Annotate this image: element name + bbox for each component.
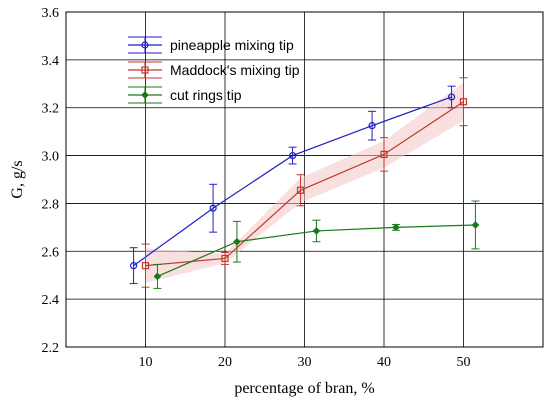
tick-labels: 10 20 30 40 50 2.2 2.4 2.6 2.8 3.0 3.2 3.4 3.6 xyxy=(42,6,471,370)
data-point xyxy=(209,204,217,212)
data-point xyxy=(233,237,241,246)
data-point xyxy=(221,254,229,263)
error-bar xyxy=(209,183,218,233)
data-point xyxy=(141,262,150,270)
error-bar xyxy=(380,137,388,172)
error-bands xyxy=(145,82,464,283)
data-point xyxy=(471,221,480,229)
data-point xyxy=(368,122,376,130)
y-axis-title: G, g/s xyxy=(9,160,26,198)
legend-marker xyxy=(141,91,149,99)
data-point xyxy=(153,272,162,281)
x-axis-title: percentage of bran, % xyxy=(234,380,374,397)
error-bar xyxy=(296,174,305,207)
data-point xyxy=(296,186,305,194)
plot-frame xyxy=(65,11,544,348)
legend-item: Maddock's mixing tip xyxy=(128,61,300,79)
data-point xyxy=(447,93,456,101)
y-tick-label: 3.4 xyxy=(42,54,60,69)
y-tick-label: 3.0 xyxy=(42,150,60,165)
legend: pineapple mixing tip Maddock's mixing tip… xyxy=(128,36,300,104)
error-bar xyxy=(459,77,468,127)
x-tick-label: 50 xyxy=(457,355,471,370)
legend-item: cut rings tip xyxy=(128,86,242,104)
legend-label: cut rings tip xyxy=(170,87,242,103)
legend-marker xyxy=(141,66,149,74)
error-bar xyxy=(368,110,377,141)
series-1 xyxy=(129,85,456,285)
data-point xyxy=(312,227,321,235)
series-line xyxy=(133,96,452,267)
y-tick-label: 3.6 xyxy=(42,6,60,21)
error-band xyxy=(145,82,464,283)
data-point xyxy=(392,223,400,232)
error-bar xyxy=(129,247,138,285)
y-tick-label: 2.4 xyxy=(42,293,60,308)
error-bar xyxy=(141,243,150,288)
legend-label: Maddock's mixing tip xyxy=(170,62,300,78)
series-3 xyxy=(153,200,480,289)
x-tick-label: 10 xyxy=(139,355,153,370)
error-bar xyxy=(288,146,297,165)
data-point xyxy=(380,150,388,158)
data-point xyxy=(459,98,468,106)
x-tick-label: 30 xyxy=(298,355,312,370)
error-bar xyxy=(221,251,229,265)
data-point xyxy=(129,262,138,270)
series-layer xyxy=(129,77,480,289)
x-tick-label: 40 xyxy=(377,355,391,370)
legend-marker xyxy=(141,41,149,49)
data-point xyxy=(288,151,297,160)
legend-label: pineapple mixing tip xyxy=(170,37,294,53)
y-tick-label: 2.6 xyxy=(42,245,60,260)
x-tick-label: 20 xyxy=(218,355,232,370)
y-tick-label: 2.2 xyxy=(42,341,60,356)
legend-item: pineapple mixing tip xyxy=(128,36,294,54)
series-2 xyxy=(141,77,468,288)
y-tick-label: 3.2 xyxy=(42,102,60,117)
y-tick-label: 2.8 xyxy=(42,197,60,212)
